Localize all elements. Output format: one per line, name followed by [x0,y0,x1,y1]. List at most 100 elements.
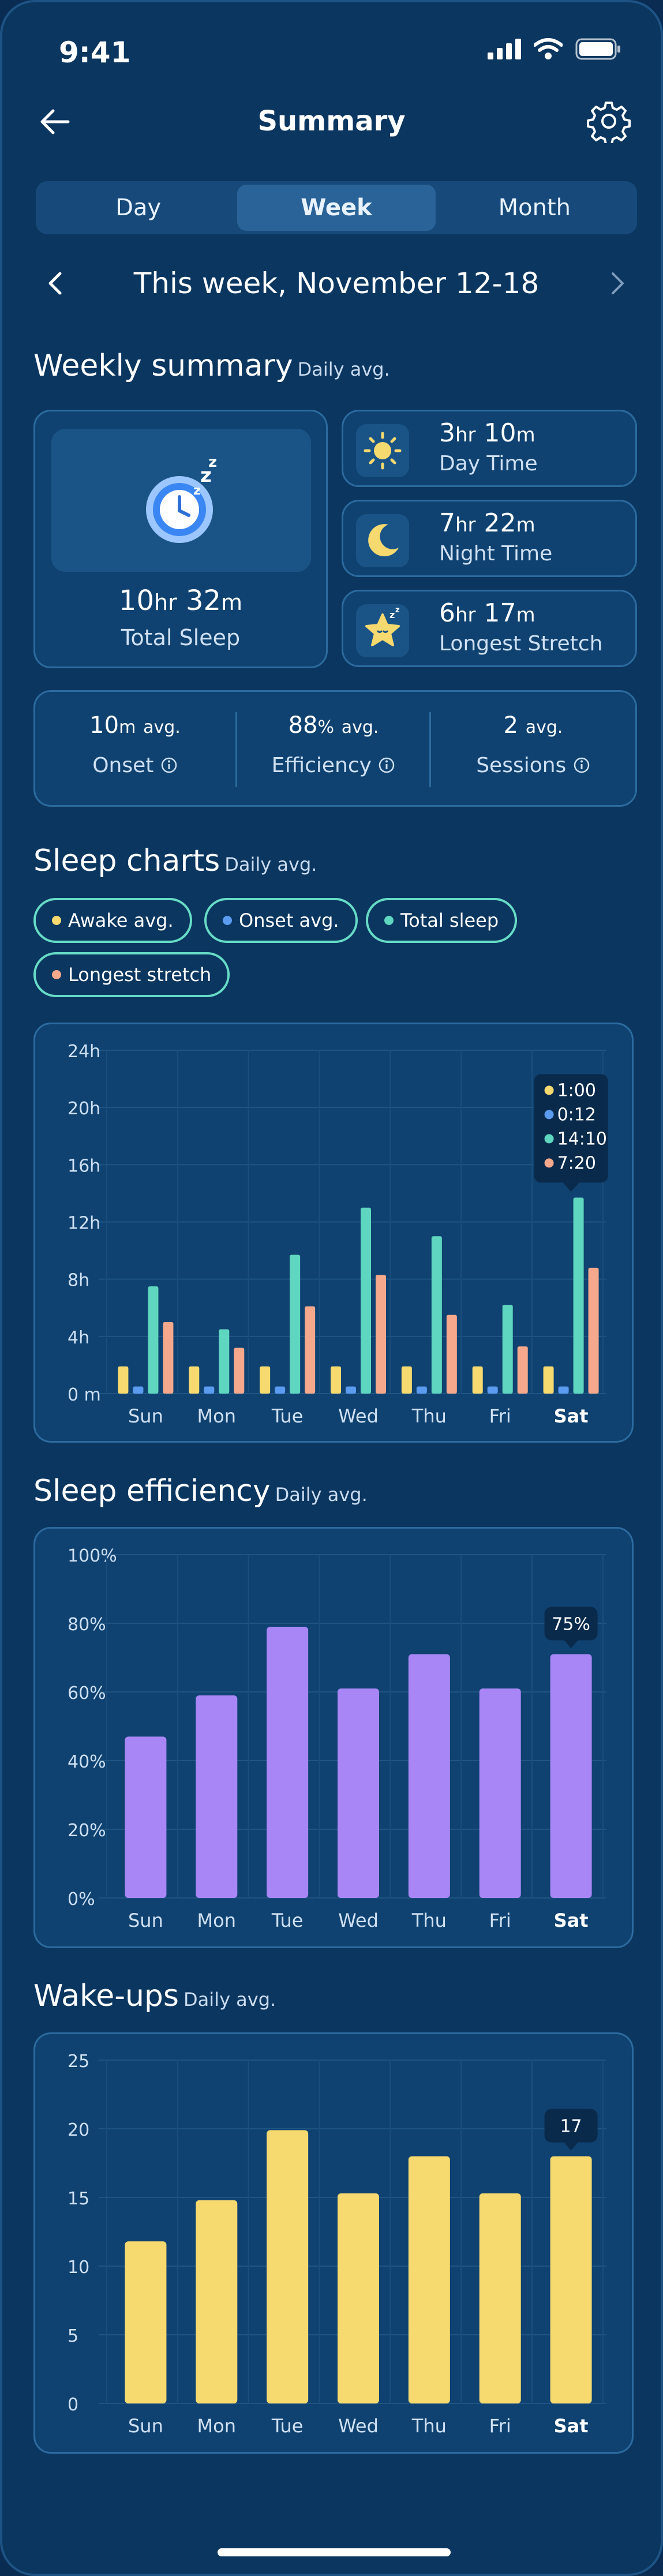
chip-total-sleep[interactable]: Total sleep [366,898,518,943]
back-arrow-icon[interactable] [36,102,76,142]
week-range-label: This week, November 12-18 [133,267,540,300]
efficiency-suffix: avg. [341,717,379,737]
sleep-charts-subtitle: Daily avg. [224,853,317,875]
efficiency-chart: 0% 20% 40% 60% 80% 100% Sun Mon Tue Wed Thu Fri Sat 7… [68,1546,606,1931]
chip-awake[interactable]: Awake avg. [33,898,192,943]
bar [163,1322,174,1394]
day-time-hours: 3 [439,418,455,448]
header: Summary [2,89,661,152]
wake-ups-subtitle: Daily avg. [183,1989,276,2010]
x-tick-label: Tue [271,1405,304,1427]
bar [118,1366,129,1394]
info-icon[interactable] [160,757,178,774]
wake-ups-heading: Wake-ups Daily avg. [33,1979,276,2013]
efficiency-label: Efficiency [271,754,372,777]
x-tick-label: Mon [197,1909,236,1931]
x-tick-label: Fri [489,1909,511,1931]
chevron-right-icon[interactable] [602,269,631,298]
info-icon[interactable] [573,757,590,774]
onset-number: 10 [89,712,119,739]
day-time-icon-tile [356,424,409,477]
svg-text:z: z [208,454,217,471]
y-tick-label: 40% [68,1752,106,1772]
wake-ups-chart-card: 0 5 10 15 20 25 Sun Mon Tue Wed Thu Fri Sat 17 [33,2032,634,2454]
chip-awake-label: Awake avg. [68,909,174,931]
sleep-charts-title: Sleep charts [33,844,220,878]
night-time-card[interactable]: 7hr 22m Night Time [342,500,637,577]
bar [446,1315,457,1394]
tooltip-dot [544,1110,554,1119]
tooltip-box [534,1074,608,1183]
status-icons [488,38,621,60]
day-time-card[interactable]: 3hr 10m Day Time [342,410,637,487]
day-time-hours-unit: hr [455,424,476,447]
longest-stretch-minutes-unit: m [516,604,535,627]
x-tick-label: Tue [271,2415,304,2437]
tooltip-pointer [564,2142,578,2151]
chevron-left-icon[interactable] [42,269,70,298]
chip-longest-stretch[interactable]: Longest stretch [33,952,230,997]
bar [479,1688,521,1898]
bar [260,1366,271,1394]
night-time-hours: 7 [439,508,455,538]
x-tick-label: Tue [271,1909,304,1931]
night-time-hours-unit: hr [455,514,476,537]
sun-icon [364,432,402,470]
longest-stretch-dot [52,970,61,979]
night-time-minutes-unit: m [516,514,535,537]
tooltip-value: 17 [560,2117,582,2137]
bar [376,1275,386,1394]
y-tick-label: 25 [68,2051,89,2072]
bar [331,1366,341,1394]
efficiency-chart-card: 0% 20% 40% 60% 80% 100% Sun Mon Tue Wed Thu Fri Sat 7… [33,1527,634,1948]
tab-day[interactable]: Day [115,194,162,221]
bar [401,1366,412,1394]
efficiency-stat[interactable]: 88% avg. Efficiency [241,712,426,777]
bar [148,1286,159,1394]
sleepy-star-icon: z z [365,606,400,646]
sessions-label: Sessions [476,754,567,777]
status-bar: 9:41 [2,2,661,72]
y-tick-label: 5 [68,2326,78,2346]
tab-month[interactable]: Month [498,194,571,221]
bar [502,1305,513,1394]
night-time-minutes: 22 [484,508,516,538]
night-time-value: 7hr 22m [439,508,535,538]
sessions-label-row: Sessions [435,754,631,777]
efficiency-unit: % [317,717,334,737]
tooltip-pointer [563,1182,579,1192]
total-sleep-card[interactable]: z z z 10hr 32m Total Sleep [33,410,328,668]
x-tick-label: Thu [411,1909,447,1931]
tab-week[interactable]: Week [237,185,436,231]
longest-stretch-value: 6hr 17m [439,598,535,628]
svg-text:z: z [200,464,212,487]
longest-stretch-card[interactable]: z z 6hr 17m Longest Stretch [342,590,637,667]
total-sleep-dot [384,916,394,925]
onset-stat[interactable]: 10m avg. Onset [43,712,227,777]
x-tick-label: Mon [197,2415,236,2437]
home-indicator[interactable] [218,2548,451,2556]
sessions-stat[interactable]: 2 avg. Sessions [435,712,631,777]
wake-ups-chart: 0 5 10 15 20 25 Sun Mon Tue Wed Thu Fri Sat 17 [68,2051,606,2437]
signal-icon [488,39,521,59]
gear-icon[interactable] [587,99,631,143]
info-icon[interactable] [378,757,395,774]
svg-text:z: z [395,606,400,615]
sleep-efficiency-subtitle: Daily avg. [275,1484,368,1506]
chip-onset[interactable]: Onset avg. [204,898,358,943]
total-sleep-label: Total Sleep [121,625,241,650]
night-time-label: Night Time [439,542,553,566]
x-tick-label: Wed [338,1909,379,1931]
longest-stretch-hours: 6 [439,598,455,628]
y-tick-label: 15 [68,2189,89,2209]
bar [573,1197,584,1394]
night-time-icon-tile [356,514,409,567]
chip-total-sleep-label: Total sleep [400,909,499,931]
bar [408,1654,450,1898]
total-sleep-icon-tile: z z z [51,429,311,572]
total-sleep-hours-unit: hr [153,590,177,615]
wifi-icon [534,38,563,59]
bar [487,1386,498,1394]
x-tick-label: Sun [128,1909,163,1931]
bar [125,2241,167,2403]
